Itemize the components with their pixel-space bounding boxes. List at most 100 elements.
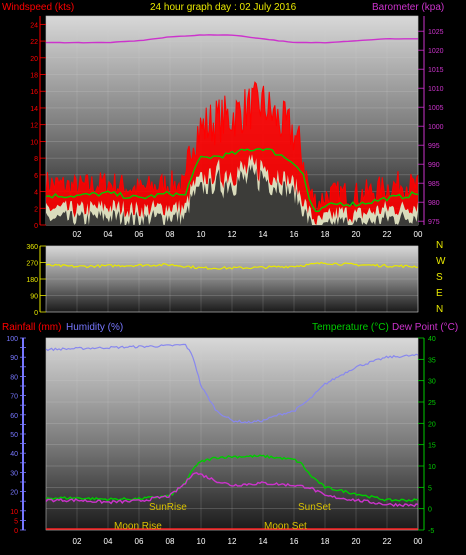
wind-y-tick-label: 12 bbox=[30, 123, 38, 130]
humidity-plot-area bbox=[45, 337, 419, 531]
windspeed-line bbox=[45, 81, 419, 216]
wind-y-tick-label: 14 bbox=[30, 106, 38, 113]
temperature-axis-title: Temperature (°C) bbox=[312, 322, 389, 333]
humidity-y-tick-label: 80 bbox=[10, 374, 18, 381]
barometer-axis-title: Barometer (kpa) bbox=[372, 2, 445, 13]
temperature-y-tick-label: 30 bbox=[428, 379, 436, 386]
wind-x-tick-label: 12 bbox=[228, 230, 237, 239]
baro-y-tick-label: 1010 bbox=[428, 86, 444, 93]
humidity-y-tick-label: 60 bbox=[10, 413, 18, 420]
direction-letter-s: S bbox=[436, 272, 443, 283]
direction-letter-w: W bbox=[436, 256, 446, 267]
wind-y-tick-label: 0 bbox=[34, 223, 38, 230]
direction-y-tick-label: 270 bbox=[26, 261, 38, 268]
temperature-line bbox=[45, 454, 419, 503]
direction-letter-n-top: N bbox=[436, 240, 444, 251]
humidity-axis-title: Humidity (%) bbox=[66, 322, 124, 333]
temperature-y-tick-label: -5 bbox=[428, 528, 434, 535]
humidity-line bbox=[45, 343, 419, 424]
humidity-y-tick-label: 50 bbox=[10, 432, 18, 439]
baro-y-tick-label: 990 bbox=[428, 162, 440, 169]
humidity-x-tick-label: 10 bbox=[197, 537, 206, 546]
wind-x-tick-label: 06 bbox=[135, 230, 144, 239]
humidity-x-tick-label: 08 bbox=[166, 537, 175, 546]
wind-x-tick-label: 22 bbox=[383, 230, 392, 239]
humidity-x-tick-label: 02 bbox=[73, 537, 82, 546]
direction-y-tick-label: 180 bbox=[26, 277, 38, 284]
humidity-y-tick-label: 0 bbox=[14, 528, 18, 535]
wind-y-tick-label: 2 bbox=[34, 206, 38, 213]
direction-y-tick-label: 90 bbox=[30, 294, 38, 301]
baro-y-tick-label: 1000 bbox=[428, 124, 444, 131]
baro-y-tick-label: 995 bbox=[428, 143, 440, 150]
temperature-y-tick-label: 25 bbox=[428, 400, 436, 407]
wind-x-tick-label: 18 bbox=[321, 230, 330, 239]
humidity-x-tick-label: 14 bbox=[259, 537, 268, 546]
humidity-x-tick-label: 04 bbox=[104, 537, 113, 546]
humidity-y-tick-label: 70 bbox=[10, 394, 18, 401]
moonrise-label: Moon Rise bbox=[114, 521, 162, 532]
wind-calm-area bbox=[46, 164, 418, 225]
direction-letter-n-bottom: N bbox=[436, 304, 444, 315]
wind-x-tick-label: 10 bbox=[197, 230, 206, 239]
humidity-x-tick-label: 18 bbox=[321, 537, 330, 546]
wind-x-tick-label: 20 bbox=[352, 230, 361, 239]
wind-x-tick-label: 16 bbox=[290, 230, 299, 239]
wind-y-tick-label: 10 bbox=[30, 139, 38, 146]
windspeed-axis-title: Windspeed (kts) bbox=[2, 2, 75, 13]
temperature-y-tick-label: 15 bbox=[428, 443, 436, 450]
temperature-y-tick-label: 5 bbox=[428, 485, 432, 492]
humidity-x-tick-label: 00 bbox=[414, 537, 423, 546]
temperature-y-tick-label: 10 bbox=[428, 464, 436, 471]
baro-y-tick-label: 1015 bbox=[428, 67, 444, 74]
wind-y-tick-label: 8 bbox=[34, 156, 38, 163]
humidity-y-tick-label: 90 bbox=[10, 355, 18, 362]
temperature-y-tick-label: 0 bbox=[428, 507, 432, 514]
direction-letter-e: E bbox=[436, 288, 443, 299]
wind-y-tick-label: 16 bbox=[30, 89, 38, 96]
wind-y-tick-label: 24 bbox=[30, 22, 38, 29]
humidity-x-tick-label: 20 bbox=[352, 537, 361, 546]
wind-x-tick-label: 08 bbox=[166, 230, 175, 239]
temperature-y-tick-label: 40 bbox=[428, 336, 436, 343]
wind-average-line bbox=[45, 148, 419, 213]
rainfall-axis-title: Rainfall (mm) bbox=[2, 322, 62, 333]
wind-x-tick-label: 00 bbox=[414, 230, 423, 239]
wind-y-tick-label: 22 bbox=[30, 39, 38, 46]
direction-y-tick-label: 0 bbox=[34, 310, 38, 317]
humidity-y-tick-label: 20 bbox=[10, 490, 18, 497]
sunset-label: SunSet bbox=[298, 502, 331, 513]
humidity-x-tick-label: 12 bbox=[228, 537, 237, 546]
humidity-x-tick-label: 16 bbox=[290, 537, 299, 546]
moonset-label: Moon Set bbox=[264, 521, 307, 532]
baro-y-tick-label: 1025 bbox=[428, 29, 444, 36]
chart-title: 24 hour graph day : 02 July 2016 bbox=[150, 2, 297, 13]
wind-x-tick-label: 04 bbox=[104, 230, 113, 239]
windspeed-area bbox=[46, 82, 418, 225]
humidity-y-tick-label: 5 bbox=[14, 518, 18, 525]
humidity-y-tick-label: 100 bbox=[6, 336, 18, 343]
wind-min-area bbox=[46, 154, 418, 225]
baro-y-tick-label: 975 bbox=[428, 219, 440, 226]
dewpoint-line bbox=[45, 472, 419, 508]
direction-line bbox=[45, 261, 419, 270]
dewpoint-axis-title: Dew Point (°C) bbox=[392, 322, 459, 333]
wind-y-tick-label: 6 bbox=[34, 173, 38, 180]
humidity-x-tick-label: 22 bbox=[383, 537, 392, 546]
sunrise-label: SunRise bbox=[149, 502, 187, 513]
temperature-y-tick-label: 35 bbox=[428, 357, 436, 364]
temperature-y-tick-label: 20 bbox=[428, 421, 436, 428]
direction-y-tick-label: 360 bbox=[26, 244, 38, 251]
humidity-y-tick-label: 30 bbox=[10, 470, 18, 477]
barometer-line bbox=[45, 34, 418, 44]
humidity-y-tick-label: 10 bbox=[10, 509, 18, 516]
baro-y-tick-label: 1005 bbox=[428, 105, 444, 112]
wind-y-tick-label: 4 bbox=[34, 190, 38, 197]
wind-x-tick-label: 14 bbox=[259, 230, 268, 239]
baro-y-tick-label: 985 bbox=[428, 181, 440, 188]
humidity-y-tick-label: 40 bbox=[10, 451, 18, 458]
wind-y-tick-label: 18 bbox=[30, 73, 38, 80]
